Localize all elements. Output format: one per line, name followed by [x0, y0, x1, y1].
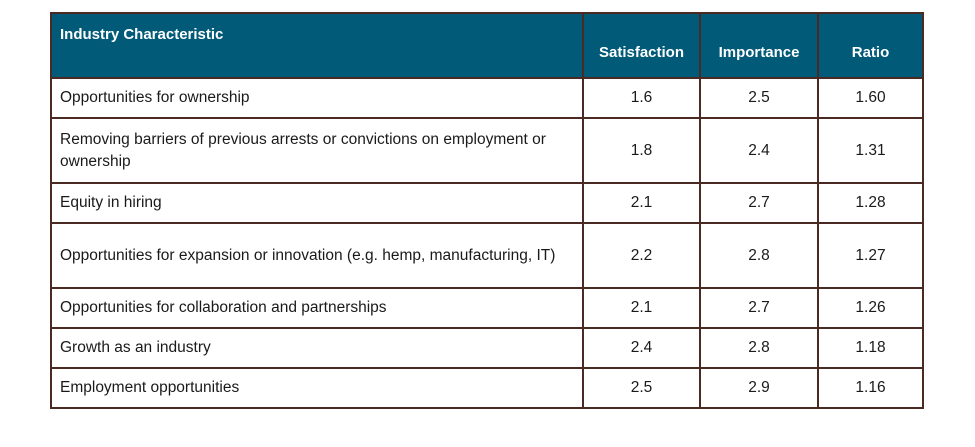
table-row: Opportunities for ownership 1.6 2.5 1.60 — [50, 77, 924, 119]
table-row: Removing barriers of previous arrests or… — [50, 117, 924, 184]
table-row: Opportunities for collaboration and part… — [50, 287, 924, 329]
row-characteristic: Opportunities for collaboration and part… — [50, 287, 584, 329]
row-ratio: 1.16 — [817, 367, 924, 409]
row-importance: 2.8 — [699, 327, 819, 369]
row-satisfaction: 2.4 — [582, 327, 701, 369]
row-characteristic: Equity in hiring — [50, 182, 584, 224]
header-row: Industry Characteristic Satisfaction Imp… — [50, 12, 924, 79]
header-industry-characteristic: Industry Characteristic — [50, 12, 584, 79]
row-importance: 2.8 — [699, 222, 819, 289]
row-satisfaction: 2.1 — [582, 182, 701, 224]
table-row: Equity in hiring 2.1 2.7 1.28 — [50, 182, 924, 224]
row-characteristic: Opportunities for expansion or innovatio… — [50, 222, 584, 289]
row-ratio: 1.27 — [817, 222, 924, 289]
row-satisfaction: 1.8 — [582, 117, 701, 184]
row-characteristic: Opportunities for ownership — [50, 77, 584, 119]
row-characteristic: Removing barriers of previous arrests or… — [50, 117, 584, 184]
table-body: Opportunities for ownership 1.6 2.5 1.60… — [50, 77, 924, 409]
row-ratio: 1.18 — [817, 327, 924, 369]
row-satisfaction: 2.2 — [582, 222, 701, 289]
row-characteristic: Employment opportunities — [50, 367, 584, 409]
row-ratio: 1.31 — [817, 117, 924, 184]
row-importance: 2.7 — [699, 182, 819, 224]
row-satisfaction: 1.6 — [582, 77, 701, 119]
table-header: Industry Characteristic Satisfaction Imp… — [50, 12, 924, 79]
row-importance: 2.5 — [699, 77, 819, 119]
header-ratio: Ratio — [817, 12, 924, 79]
table-row: Opportunities for expansion or innovatio… — [50, 222, 924, 289]
table-row: Employment opportunities 2.5 2.9 1.16 — [50, 367, 924, 409]
row-ratio: 1.26 — [817, 287, 924, 329]
header-importance: Importance — [699, 12, 819, 79]
header-satisfaction: Satisfaction — [582, 12, 701, 79]
row-ratio: 1.28 — [817, 182, 924, 224]
row-importance: 2.7 — [699, 287, 819, 329]
row-importance: 2.9 — [699, 367, 819, 409]
row-characteristic: Growth as an industry — [50, 327, 584, 369]
row-satisfaction: 2.5 — [582, 367, 701, 409]
table-row: Growth as an industry 2.4 2.8 1.18 — [50, 327, 924, 369]
industry-characteristics-table: Industry Characteristic Satisfaction Imp… — [50, 12, 924, 409]
industry-characteristics-table-container: Industry Characteristic Satisfaction Imp… — [50, 12, 924, 409]
row-importance: 2.4 — [699, 117, 819, 184]
row-satisfaction: 2.1 — [582, 287, 701, 329]
row-ratio: 1.60 — [817, 77, 924, 119]
